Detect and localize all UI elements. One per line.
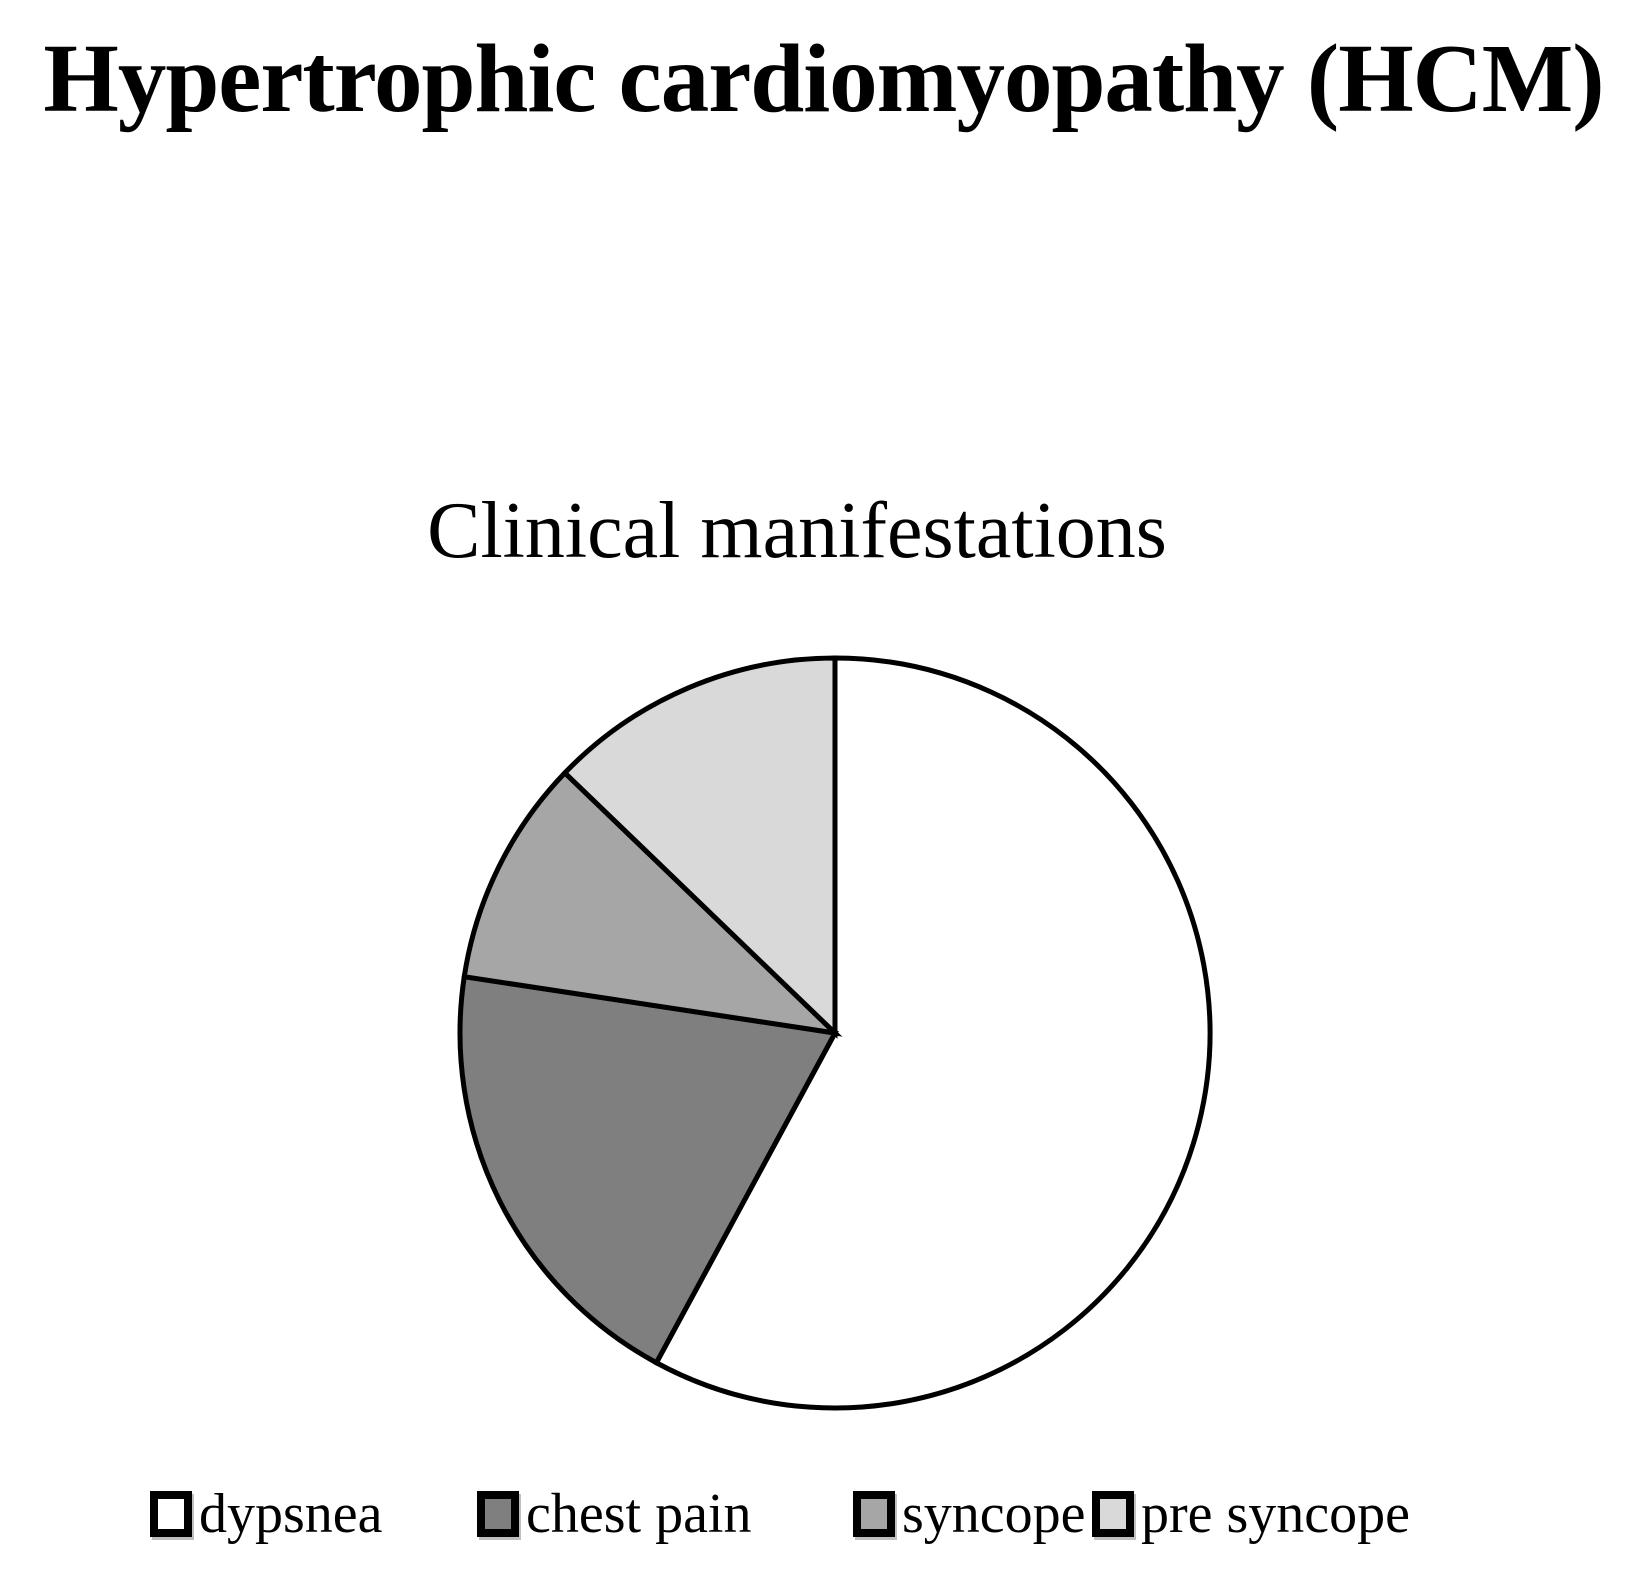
- legend-swatch-chest-pain-icon: [477, 1491, 519, 1537]
- pie-slice-chest-pain: [457, 973, 839, 1367]
- legend-swatch-pre-syncope-icon: [1092, 1491, 1134, 1537]
- legend-item-syncope: syncope: [853, 1486, 1086, 1542]
- legend-swatch-dypsnea-icon: [150, 1491, 192, 1537]
- pie-slice-syncope: [461, 769, 843, 1037]
- legend-label: syncope: [902, 1483, 1086, 1545]
- pie-slice-dypsnea: [653, 655, 1213, 1411]
- legend-item-pre-syncope: pre syncope: [1092, 1486, 1410, 1542]
- legend-label: dypsnea: [199, 1483, 383, 1545]
- page-title: Hypertrophic cardiomyopathy (HCM): [43, 25, 1604, 132]
- pie-slice-pre-syncope: [561, 655, 838, 1039]
- legend-item-dypsnea: dypsnea: [150, 1486, 383, 1542]
- legend-label: pre syncope: [1141, 1483, 1411, 1545]
- legend-label: chest pain: [526, 1483, 752, 1545]
- legend-item-chest-pain: chest pain: [477, 1486, 751, 1542]
- legend-swatch-syncope-icon: [853, 1491, 895, 1537]
- chart-title: Clinical manifestations: [427, 487, 1167, 575]
